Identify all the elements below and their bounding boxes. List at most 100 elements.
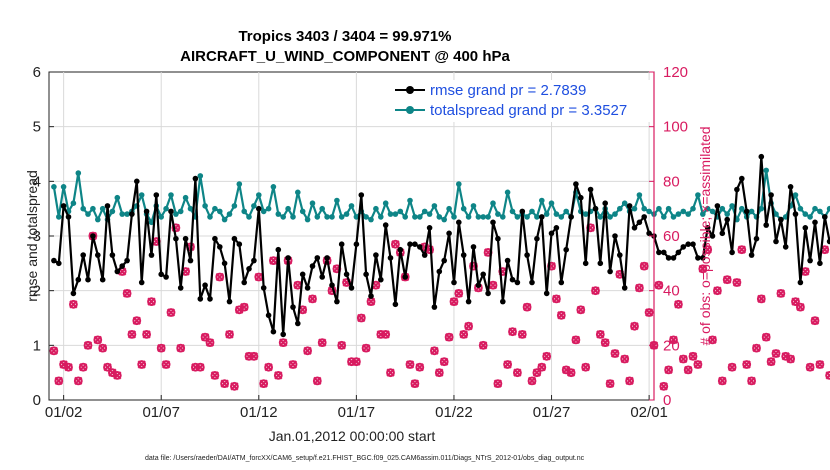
rmse-point — [90, 233, 96, 239]
totalspread-point — [763, 167, 769, 174]
totalspread-point — [319, 205, 326, 212]
rmse-point — [436, 268, 443, 275]
obs-point — [137, 360, 147, 369]
obs-point — [381, 330, 391, 339]
rmse-point — [402, 274, 409, 280]
obs-point — [620, 354, 630, 364]
obs-point — [205, 338, 215, 348]
rmse-point — [548, 230, 555, 237]
totalspread-point — [807, 214, 813, 220]
totalspread-point — [739, 205, 745, 212]
obs-point — [464, 321, 474, 331]
totalspread-point — [621, 200, 628, 206]
obs-point — [273, 371, 283, 380]
totalspread-point — [480, 214, 487, 220]
obs-point — [722, 275, 732, 285]
totalspread-point — [109, 208, 116, 215]
rmse-point — [475, 282, 482, 289]
obs-point — [542, 351, 552, 361]
totalspread-point — [75, 170, 82, 176]
obs-point — [352, 357, 361, 367]
rmse-point — [460, 252, 467, 258]
obs-point — [800, 267, 810, 276]
y-tick-label-left: 5 — [33, 119, 41, 136]
rmse-point — [285, 255, 291, 261]
rmse-point — [143, 208, 150, 215]
rmse-point — [534, 235, 540, 242]
totalspread-point — [221, 216, 228, 223]
rmse-point — [739, 175, 745, 182]
totalspread-point — [334, 197, 340, 204]
totalspread-point — [500, 214, 506, 220]
obs-point — [317, 338, 327, 348]
totalspread-point — [758, 205, 765, 212]
totalspread-point — [543, 211, 550, 217]
totalspread-point — [690, 205, 696, 212]
totalspread-point — [255, 192, 262, 198]
obs-point — [308, 294, 317, 304]
rmse-point — [163, 274, 169, 280]
obs-point — [825, 371, 830, 380]
rmse-point — [290, 304, 296, 310]
obs-point — [64, 362, 73, 372]
obs-point — [654, 280, 664, 290]
rmse-point — [217, 244, 223, 250]
totalspread-point — [797, 205, 804, 212]
totalspread-point — [80, 205, 86, 212]
rmse-point — [407, 241, 413, 247]
obs-point — [405, 360, 415, 369]
rmse-point — [690, 241, 696, 247]
rmse-point — [314, 255, 321, 261]
rmse-point — [729, 249, 735, 256]
legend: rmse grand pr = 2.7839 totalspread grand… — [390, 80, 652, 122]
rmse-point — [212, 235, 218, 242]
obs-point — [503, 360, 513, 369]
totalspread-point — [177, 208, 184, 215]
totalspread-point — [612, 211, 618, 217]
rmse-point — [192, 175, 199, 182]
obs-point — [78, 362, 88, 372]
totalspread-point — [182, 194, 189, 201]
y-tick-label-right: 100 — [663, 119, 688, 136]
totalspread-point — [597, 214, 604, 220]
rmse-point — [782, 244, 789, 250]
rmse-point — [187, 257, 194, 264]
obs-point — [786, 354, 795, 364]
totalspread-point — [675, 211, 682, 217]
totalspread-point — [378, 214, 384, 220]
obs-point — [688, 351, 698, 361]
rmse-point — [299, 271, 306, 278]
totalspread-point — [524, 214, 530, 220]
y-tick-label-left: 4 — [33, 173, 41, 190]
totalspread-point — [529, 208, 535, 215]
rmse-series — [51, 153, 830, 338]
obs-point — [698, 264, 708, 274]
obs-point — [747, 376, 756, 386]
obs-point — [288, 360, 298, 369]
totalspread-point — [119, 211, 125, 217]
totalspread-point — [802, 211, 809, 217]
obs-point — [166, 308, 176, 317]
y-axis-label-left: rmse and totalspread — [24, 170, 40, 302]
totalspread-point — [392, 211, 399, 217]
rmse-point — [685, 241, 691, 247]
obs-point — [132, 316, 142, 326]
obs-point — [742, 360, 752, 369]
x-tick-label: 01/07 — [142, 404, 180, 421]
obs-point — [683, 365, 693, 375]
totalspread-point — [51, 184, 57, 190]
obs-point — [303, 346, 313, 356]
y-tick-label-left: 2 — [33, 283, 41, 300]
rmse-point — [129, 211, 135, 217]
rmse-point — [421, 252, 428, 258]
rmse-point — [182, 235, 189, 242]
totalspread-point — [558, 214, 565, 220]
obs-point — [220, 379, 230, 389]
rmse-point — [368, 293, 374, 299]
totalspread-point — [217, 208, 223, 215]
y-tick-label-right: 120 — [663, 64, 688, 81]
rmse-point — [768, 192, 774, 198]
rmse-point — [661, 249, 667, 256]
obs-point — [805, 362, 815, 372]
